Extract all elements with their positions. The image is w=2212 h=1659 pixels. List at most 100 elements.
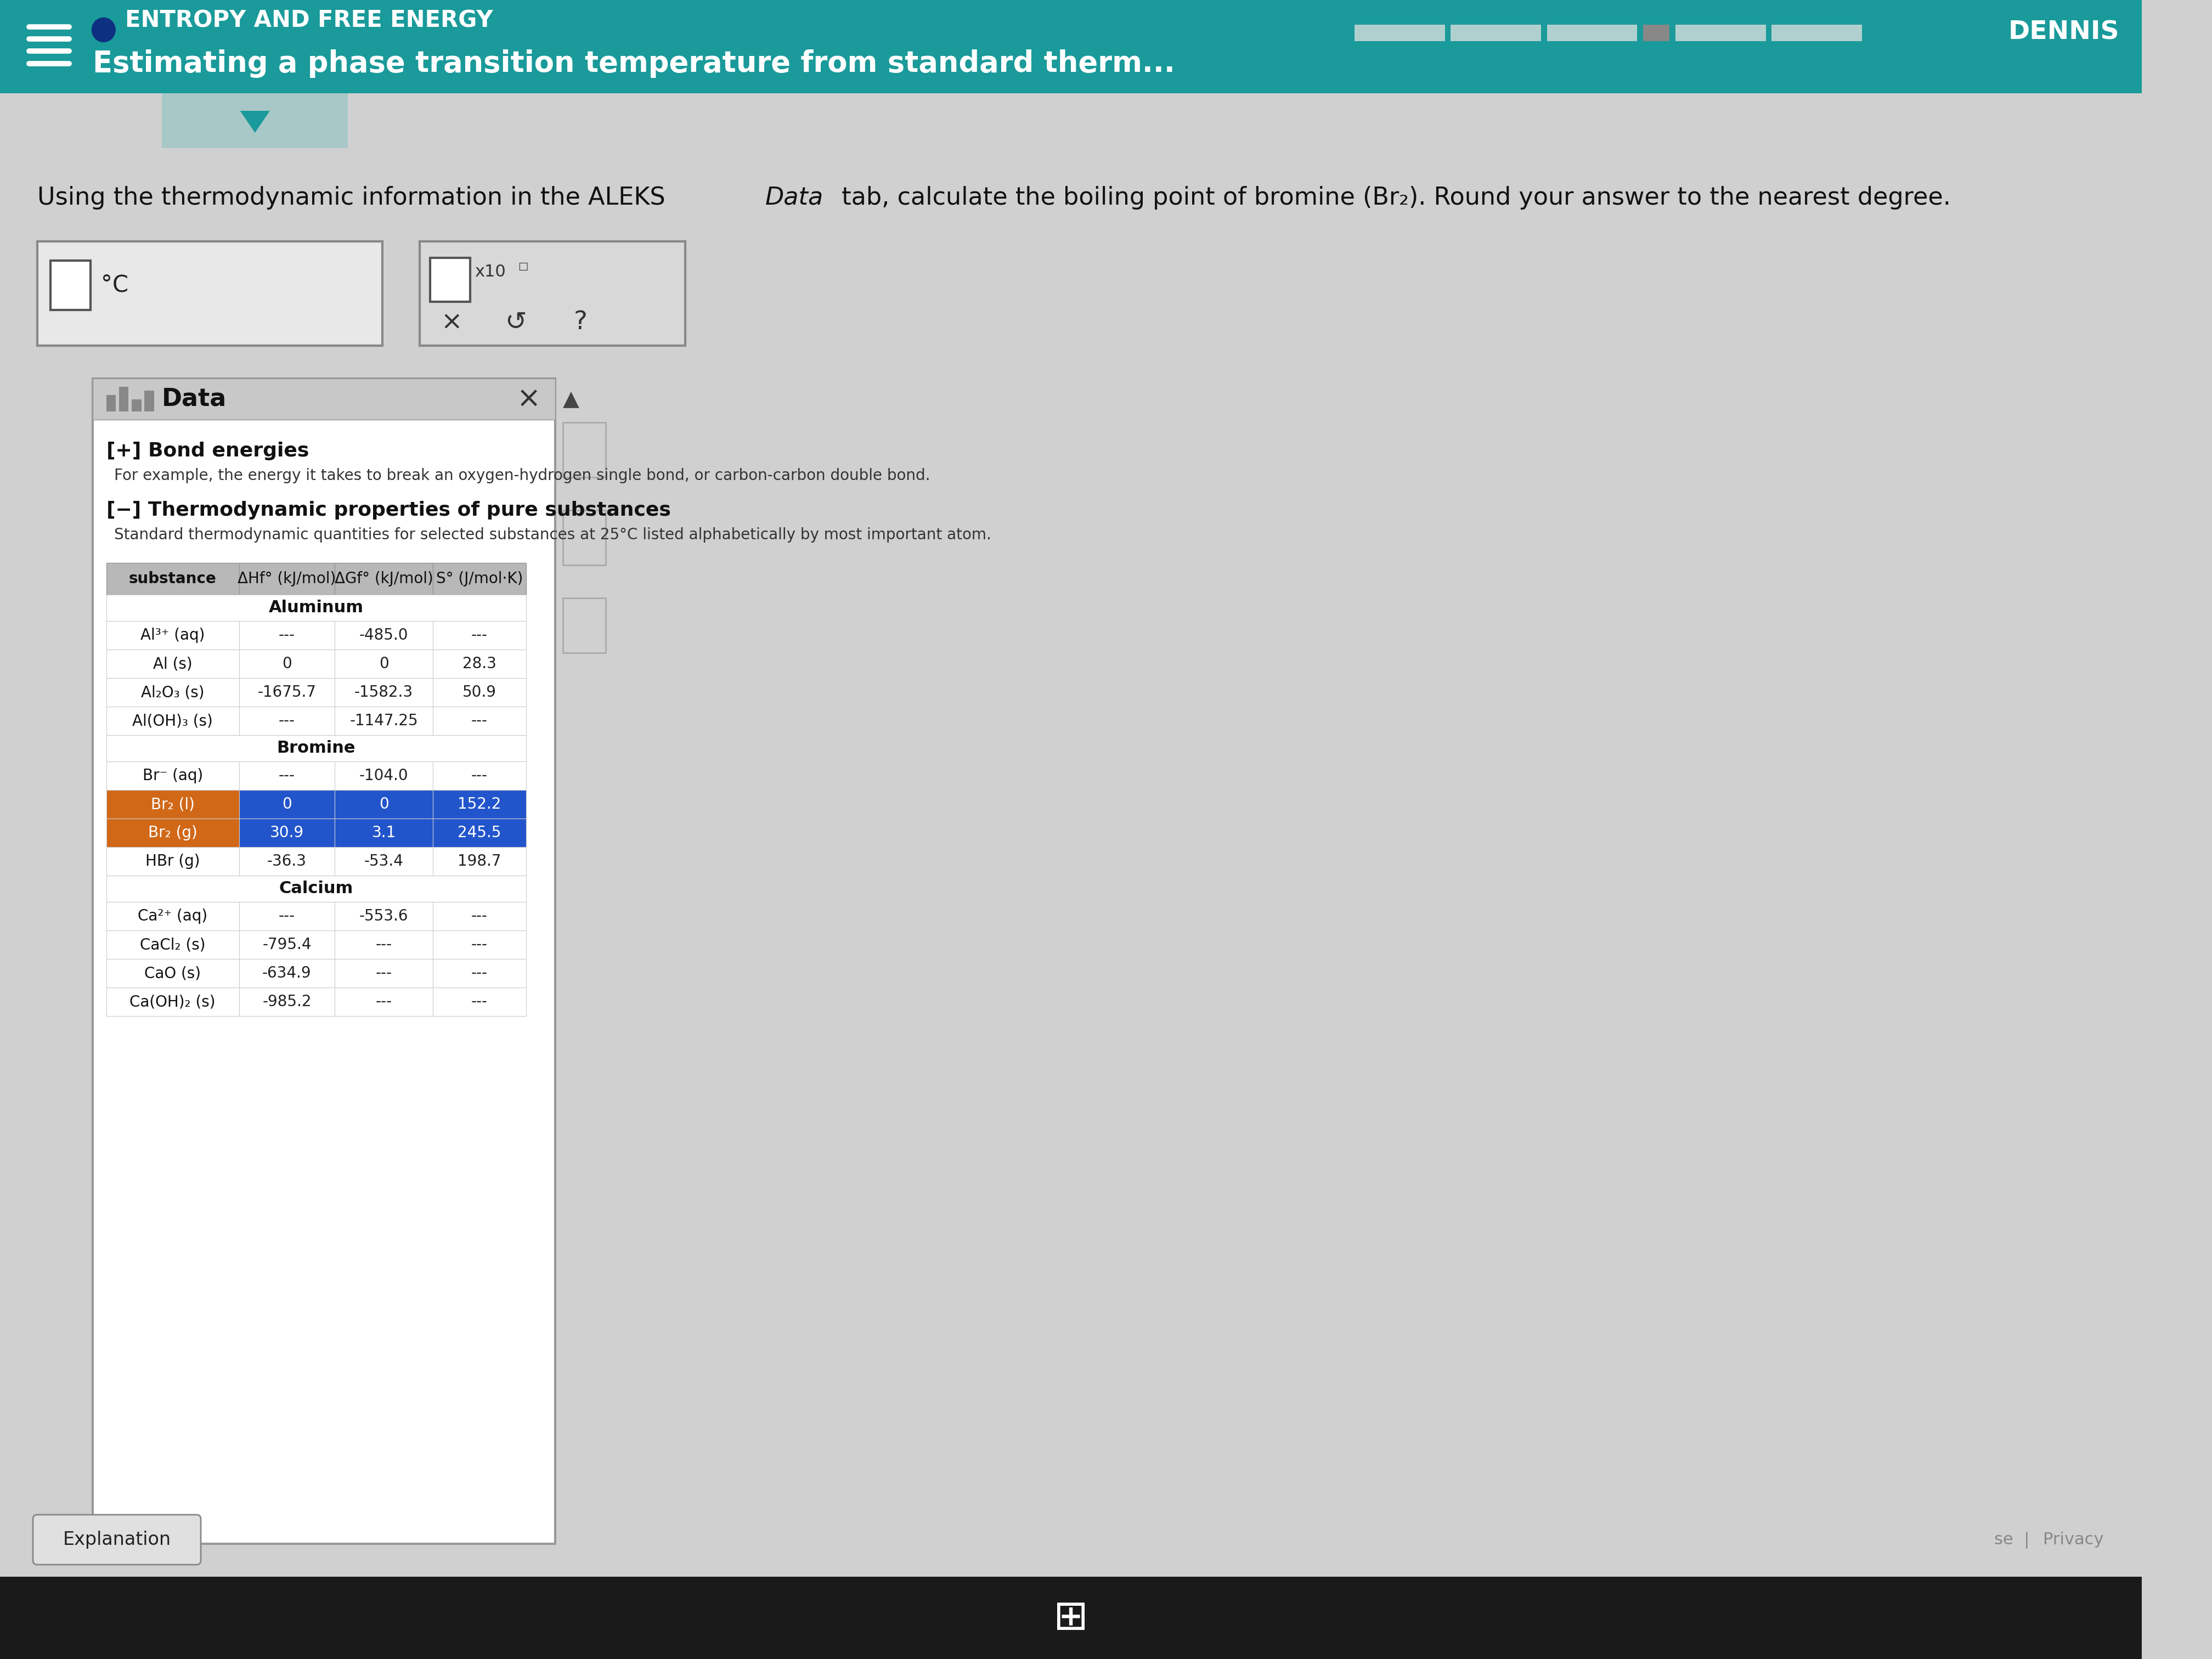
Text: -1675.7: -1675.7 <box>257 685 316 700</box>
Text: ---: --- <box>376 994 392 1009</box>
Text: □: □ <box>518 260 529 272</box>
Text: 0: 0 <box>378 796 389 811</box>
Text: Al (s): Al (s) <box>153 657 192 672</box>
FancyBboxPatch shape <box>0 1576 2141 1659</box>
FancyBboxPatch shape <box>106 395 115 411</box>
Text: 0: 0 <box>281 796 292 811</box>
FancyBboxPatch shape <box>38 242 383 345</box>
FancyBboxPatch shape <box>334 959 434 987</box>
FancyBboxPatch shape <box>239 848 334 876</box>
FancyBboxPatch shape <box>0 0 2141 1659</box>
FancyBboxPatch shape <box>106 931 239 959</box>
Text: Al(OH)₃ (s): Al(OH)₃ (s) <box>133 713 212 728</box>
FancyBboxPatch shape <box>106 987 239 1015</box>
FancyBboxPatch shape <box>144 390 155 411</box>
Text: 0: 0 <box>378 657 389 672</box>
FancyBboxPatch shape <box>564 423 606 478</box>
FancyBboxPatch shape <box>51 260 91 310</box>
Text: Bromine: Bromine <box>276 740 356 757</box>
FancyBboxPatch shape <box>434 620 526 650</box>
Text: CaO (s): CaO (s) <box>144 966 201 980</box>
FancyBboxPatch shape <box>334 679 434 707</box>
Text: 30.9: 30.9 <box>270 825 303 841</box>
Text: 50.9: 50.9 <box>462 685 495 700</box>
FancyBboxPatch shape <box>434 650 526 679</box>
FancyBboxPatch shape <box>1546 25 1637 41</box>
Text: [−] Thermodynamic properties of pure substances: [−] Thermodynamic properties of pure sub… <box>106 501 670 519</box>
Text: ---: --- <box>279 627 294 644</box>
FancyBboxPatch shape <box>106 679 239 707</box>
FancyBboxPatch shape <box>239 959 334 987</box>
FancyBboxPatch shape <box>434 790 526 818</box>
Polygon shape <box>241 111 270 133</box>
Text: ---: --- <box>471 627 487 644</box>
FancyBboxPatch shape <box>434 761 526 790</box>
FancyBboxPatch shape <box>1354 25 1444 41</box>
Text: ΔHf° (kJ/mol): ΔHf° (kJ/mol) <box>237 571 336 587</box>
Text: -53.4: -53.4 <box>365 854 403 869</box>
Text: -553.6: -553.6 <box>358 909 409 924</box>
FancyBboxPatch shape <box>106 620 239 650</box>
FancyBboxPatch shape <box>434 902 526 931</box>
FancyBboxPatch shape <box>0 0 2141 93</box>
Text: Br⁻ (aq): Br⁻ (aq) <box>142 768 204 783</box>
Text: ×: × <box>515 385 540 413</box>
Text: 198.7: 198.7 <box>458 854 502 869</box>
FancyBboxPatch shape <box>434 931 526 959</box>
FancyBboxPatch shape <box>106 790 239 818</box>
Text: se  |: se | <box>1993 1531 2028 1548</box>
Text: ---: --- <box>471 768 487 783</box>
Text: ---: --- <box>471 994 487 1009</box>
FancyBboxPatch shape <box>431 257 471 302</box>
FancyBboxPatch shape <box>334 562 434 594</box>
Text: ---: --- <box>279 768 294 783</box>
FancyBboxPatch shape <box>564 511 606 566</box>
Text: ENTROPY AND FREE ENERGY: ENTROPY AND FREE ENERGY <box>124 8 493 32</box>
Text: ---: --- <box>279 909 294 924</box>
FancyBboxPatch shape <box>334 818 434 848</box>
Text: DENNIS: DENNIS <box>2008 20 2119 45</box>
Text: Al₂O₃ (s): Al₂O₃ (s) <box>142 685 204 700</box>
Text: Data: Data <box>765 186 823 209</box>
Text: substance: substance <box>128 571 217 587</box>
FancyBboxPatch shape <box>334 707 434 735</box>
Text: HBr (g): HBr (g) <box>146 854 199 869</box>
Text: ---: --- <box>376 966 392 980</box>
Text: ▲: ▲ <box>562 388 580 410</box>
Text: ---: --- <box>471 713 487 728</box>
FancyBboxPatch shape <box>106 650 239 679</box>
FancyBboxPatch shape <box>106 959 239 987</box>
FancyBboxPatch shape <box>239 761 334 790</box>
Text: -985.2: -985.2 <box>263 994 312 1009</box>
FancyBboxPatch shape <box>1451 25 1542 41</box>
Text: Al³⁺ (aq): Al³⁺ (aq) <box>139 627 206 644</box>
Text: Br₂ (l): Br₂ (l) <box>150 796 195 811</box>
Text: Using the thermodynamic information in the ALEKS: Using the thermodynamic information in t… <box>38 186 672 209</box>
FancyBboxPatch shape <box>239 818 334 848</box>
FancyBboxPatch shape <box>133 400 142 411</box>
Text: -1147.25: -1147.25 <box>349 713 418 728</box>
FancyBboxPatch shape <box>119 387 128 411</box>
FancyBboxPatch shape <box>106 876 526 902</box>
Text: 245.5: 245.5 <box>458 825 502 841</box>
Text: Ca(OH)₂ (s): Ca(OH)₂ (s) <box>131 994 215 1009</box>
FancyBboxPatch shape <box>239 679 334 707</box>
Text: 0: 0 <box>281 657 292 672</box>
Text: Br₂ (g): Br₂ (g) <box>148 825 197 841</box>
FancyBboxPatch shape <box>1542 25 1546 41</box>
Text: -795.4: -795.4 <box>263 937 312 952</box>
Text: Estimating a phase transition temperature from standard therm...: Estimating a phase transition temperatur… <box>93 50 1175 78</box>
FancyBboxPatch shape <box>106 735 526 761</box>
Text: ---: --- <box>279 713 294 728</box>
FancyBboxPatch shape <box>33 1515 201 1564</box>
FancyBboxPatch shape <box>239 902 334 931</box>
FancyBboxPatch shape <box>420 242 686 345</box>
Text: ---: --- <box>471 937 487 952</box>
Text: Ca²⁺ (aq): Ca²⁺ (aq) <box>137 909 208 924</box>
FancyBboxPatch shape <box>334 761 434 790</box>
FancyBboxPatch shape <box>239 650 334 679</box>
FancyBboxPatch shape <box>434 848 526 876</box>
FancyBboxPatch shape <box>239 987 334 1015</box>
FancyBboxPatch shape <box>106 848 239 876</box>
FancyBboxPatch shape <box>93 378 555 1545</box>
